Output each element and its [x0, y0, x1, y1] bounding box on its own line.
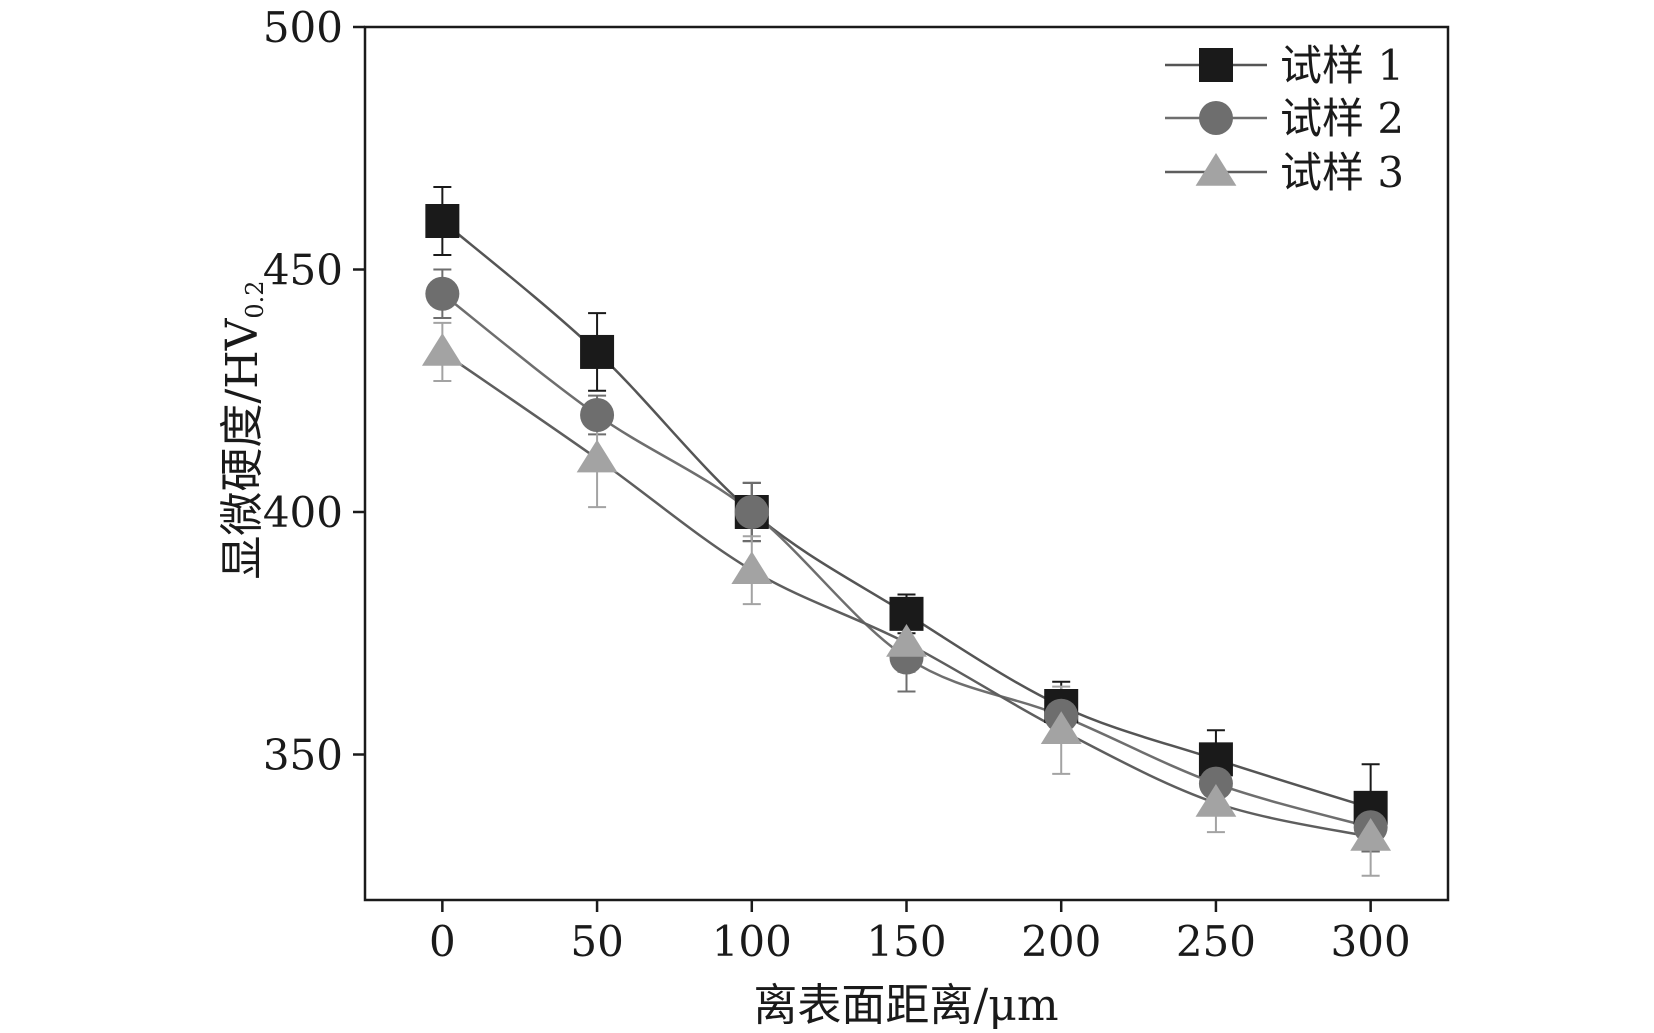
data-markers: [421, 204, 1392, 851]
legend-label: 试样 3: [1280, 148, 1404, 197]
legend: 试样 1试样 2 试样 3: [1165, 41, 1404, 197]
data-point-2: [425, 276, 460, 311]
y-tick-label: 450: [263, 246, 343, 295]
legend-marker: [1195, 153, 1237, 186]
x-axis-label: 离表面距离/μm: [753, 980, 1058, 1031]
x-tick-label: 300: [1331, 917, 1411, 966]
y-axis: 350 400 450 500: [263, 3, 365, 780]
data-point-3: [1195, 784, 1237, 817]
data-point-3: [1350, 817, 1392, 851]
data-point-3: [576, 439, 618, 473]
y-tick-label: 350: [263, 731, 343, 780]
y-axis-label-subscript: 0.2: [241, 280, 269, 319]
x-tick-label: 250: [1176, 917, 1256, 966]
x-tick-label: 50: [570, 917, 623, 966]
legend-marker: [1199, 101, 1233, 135]
data-point-3: [886, 623, 927, 657]
data-point-2: [580, 398, 615, 432]
y-tick-label: 500: [263, 3, 343, 52]
data-point-2: [734, 495, 769, 529]
y-tick-label: 400: [263, 488, 343, 537]
series-line-1: [441, 220, 1372, 810]
error-bars: [433, 186, 1380, 877]
x-tick-label: 200: [1021, 917, 1101, 966]
x-tick-label: 100: [712, 917, 792, 966]
data-point-1: [425, 204, 460, 238]
x-tick-label: 150: [866, 917, 946, 966]
x-axis: 0 50 100 150 200 250 300: [429, 900, 1411, 966]
legend-marker: [1199, 48, 1233, 82]
legend-item-1: 试样 1: [1165, 41, 1404, 90]
legend-label: 试样 2: [1280, 94, 1404, 143]
data-point-3: [1040, 711, 1082, 745]
y-axis-label: 显微硬度/HV0.2: [206, 280, 270, 579]
x-tick-label: 0: [429, 917, 456, 966]
y-axis-label-main: 显微硬度/HV: [217, 318, 268, 580]
legend-item-3: 试样 3: [1165, 148, 1404, 197]
data-point-1: [580, 334, 615, 369]
data-point-3: [731, 551, 773, 584]
data-point-2: [1198, 766, 1233, 801]
data-point-3: [421, 332, 463, 366]
legend-label: 试样 1: [1280, 41, 1404, 90]
legend-item-2: 试样 2: [1165, 94, 1404, 143]
